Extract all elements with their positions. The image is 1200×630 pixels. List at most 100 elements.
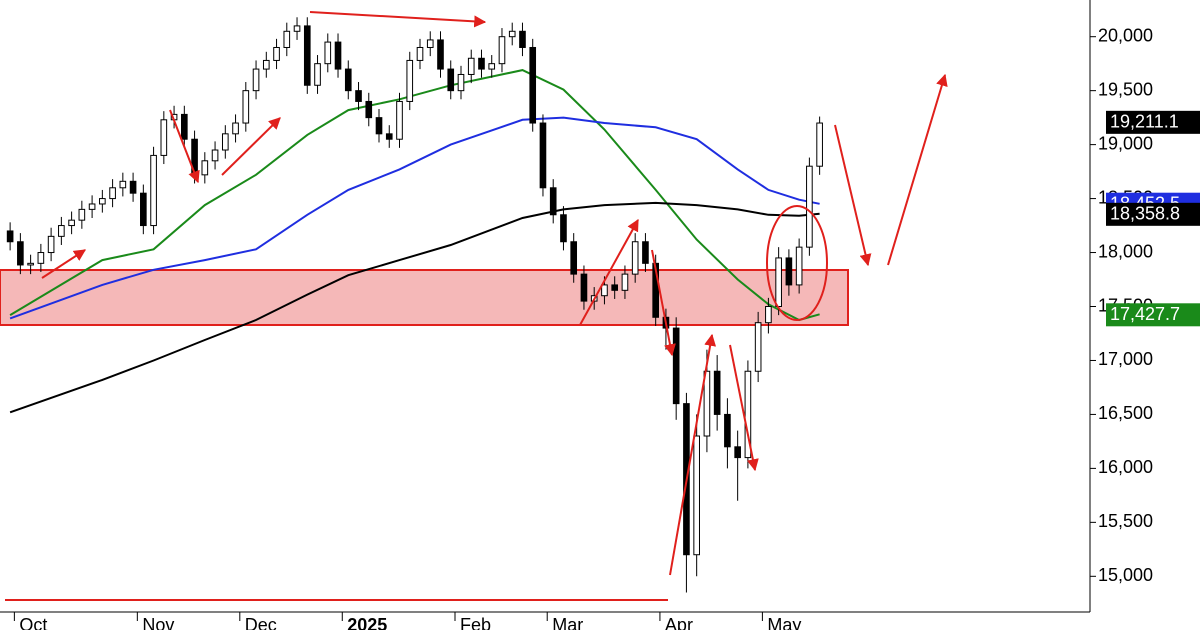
candle-body <box>68 219 75 227</box>
candle-body <box>426 39 434 48</box>
candle-body <box>375 117 383 135</box>
candle-body <box>252 68 260 92</box>
moving-average <box>9 69 820 322</box>
candle-body <box>211 149 219 162</box>
candle-body <box>242 90 250 124</box>
candle-body <box>549 187 557 216</box>
candle-body <box>37 252 45 264</box>
candle-body <box>221 133 229 151</box>
candle-body <box>724 413 731 448</box>
x-tick-label: Dec <box>245 615 277 630</box>
candle-body <box>78 208 86 221</box>
candle-body <box>201 160 209 176</box>
candle-body <box>611 284 619 291</box>
arrow <box>309 11 487 28</box>
candle-body <box>816 122 823 167</box>
candle-body <box>631 241 639 275</box>
y-tick-label: 18,000 <box>1098 241 1153 261</box>
price-label-box <box>1106 110 1200 134</box>
candle-body <box>150 154 157 227</box>
candle-body <box>498 36 506 65</box>
candle-body <box>58 225 65 237</box>
arrow <box>579 218 639 326</box>
candle-body <box>99 198 106 205</box>
candle-body <box>355 90 362 102</box>
moving-average <box>9 116 820 320</box>
moving-average <box>9 201 820 414</box>
candle-body <box>27 262 34 266</box>
candle-body <box>734 446 741 459</box>
candle-body <box>385 133 393 140</box>
arrow <box>169 109 200 184</box>
candle-body <box>621 273 629 291</box>
arrow <box>651 249 676 357</box>
candle-body <box>283 30 291 48</box>
candle-body <box>539 122 547 189</box>
candle-body <box>488 63 496 70</box>
highlight-circle <box>766 205 828 321</box>
x-tick-label: Oct <box>19 615 47 630</box>
candle-body <box>703 370 711 437</box>
y-tick-label: 17,000 <box>1098 349 1153 369</box>
candle-body <box>273 46 280 61</box>
candle-body <box>457 73 465 92</box>
candle-body <box>580 273 588 302</box>
arrow <box>887 73 948 266</box>
y-tick-label: 19,500 <box>1098 79 1153 99</box>
candle-body <box>754 322 762 372</box>
candle-body <box>181 113 188 140</box>
support-zone <box>0 269 849 326</box>
candle-body <box>47 235 55 254</box>
candle-body <box>519 30 526 48</box>
price-label: 19,211.1 <box>1110 112 1179 132</box>
candle-body <box>314 63 321 86</box>
arrow <box>834 124 872 267</box>
x-tick-label: Nov <box>142 615 174 630</box>
candle-body <box>140 192 147 227</box>
candle-body <box>508 30 516 38</box>
candle-body <box>160 119 168 156</box>
candle-body <box>88 203 96 210</box>
candle-body <box>262 59 270 70</box>
candle-body <box>119 180 127 189</box>
x-tick-label: Feb <box>460 615 491 630</box>
candle-body <box>529 46 537 124</box>
candle-body <box>672 327 680 405</box>
candle-body <box>560 214 567 243</box>
candle-body <box>775 257 782 307</box>
candle-body <box>303 25 311 86</box>
candle-body <box>17 241 24 266</box>
arrow <box>669 333 717 576</box>
candle-body <box>447 68 455 92</box>
x-tick-label: May <box>767 615 801 630</box>
candle-body <box>129 180 137 194</box>
candle-body <box>6 230 14 243</box>
candle-body <box>324 41 332 65</box>
candle-body <box>334 41 342 70</box>
candle-body <box>406 59 414 102</box>
arrow <box>221 117 281 176</box>
y-tick-label: 16,000 <box>1098 457 1153 477</box>
arrow <box>41 249 87 279</box>
x-tick-label: Apr <box>665 615 693 630</box>
candle-body <box>693 435 700 556</box>
candle-body <box>570 241 578 275</box>
candle-body <box>232 122 239 135</box>
y-tick-label: 15,500 <box>1098 511 1153 531</box>
candle-body <box>365 100 373 119</box>
candle-body <box>795 246 803 286</box>
y-tick-label: 20,000 <box>1098 25 1153 45</box>
candle-body <box>396 100 403 140</box>
candle-body <box>293 25 301 32</box>
arrow <box>729 344 759 472</box>
y-tick-label: 16,500 <box>1098 403 1153 423</box>
price-label: 17,427.7 <box>1110 304 1180 324</box>
candle-body <box>478 57 485 70</box>
candle-body <box>785 257 793 286</box>
price-label: 18,358.8 <box>1110 204 1180 224</box>
price-label-box <box>1106 202 1200 226</box>
annotations <box>5 11 948 601</box>
y-tick-label: 15,000 <box>1098 565 1153 585</box>
candle-body <box>765 306 772 324</box>
